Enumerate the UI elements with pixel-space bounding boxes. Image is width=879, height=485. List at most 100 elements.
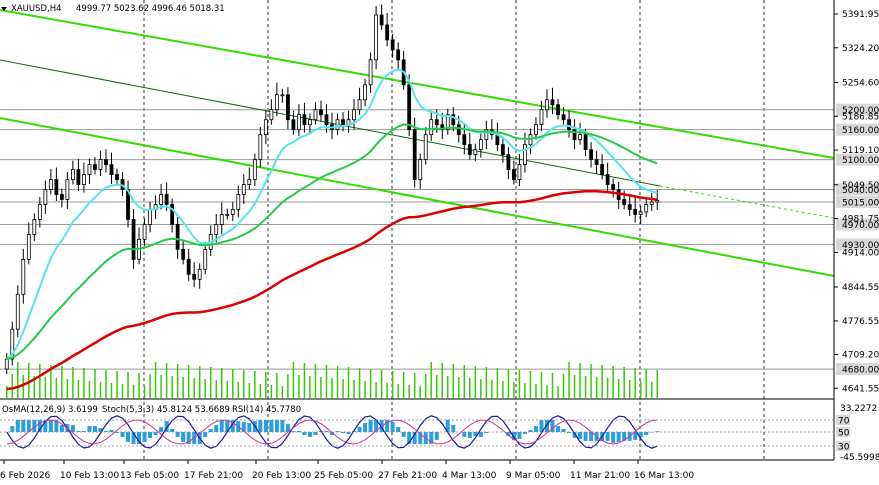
candle-body — [644, 204, 649, 213]
price-tick-label: 4641.55 — [842, 384, 879, 394]
candle-body — [219, 214, 224, 225]
osma-bar — [467, 432, 472, 438]
osma-bar — [578, 432, 583, 439]
candle-body — [71, 169, 75, 180]
osma-bar — [126, 432, 131, 442]
candle-body — [214, 224, 219, 235]
osma-bar — [517, 432, 522, 439]
osma-bar — [32, 419, 37, 432]
osma-bar — [103, 431, 108, 432]
price-tick-label: 4914.00 — [842, 248, 879, 258]
candle-body — [484, 129, 489, 141]
indicator-level-label: 50 — [838, 429, 850, 439]
candle-body — [324, 114, 329, 126]
candle-body — [241, 184, 246, 195]
osma-bar — [170, 429, 175, 432]
candle-body — [230, 209, 235, 215]
candle-body — [638, 211, 643, 215]
osma-label: OsMA(12,26,9) 3.6199 — [2, 405, 98, 415]
candle-body — [98, 159, 103, 170]
candle-body — [561, 114, 566, 121]
candle-body — [175, 224, 180, 250]
price-level-label: 5100.00 — [842, 156, 879, 166]
channel-upper — [0, 9, 835, 159]
channel-middle — [0, 59, 661, 187]
indicator-axis-max: 33.2272 — [840, 404, 877, 414]
candle-body — [280, 94, 285, 97]
candle-body — [319, 109, 323, 116]
candle-body — [462, 134, 467, 146]
osma-bar — [544, 419, 549, 432]
candle-body — [390, 39, 395, 51]
osma-bar — [363, 423, 368, 432]
time-tick-label: 20 Feb 13:00 — [252, 471, 311, 481]
osma-bar — [567, 432, 572, 433]
osma-bar — [87, 426, 92, 432]
candle-body — [159, 194, 164, 205]
osma-bar — [511, 432, 516, 440]
candle-body — [236, 194, 241, 210]
price-level-box — [836, 218, 879, 231]
price-level-box — [836, 153, 879, 166]
time-tick-label: 9 Mar 05:00 — [506, 471, 561, 481]
ema-mid-line — [6, 123, 658, 361]
price-tick-label: 5186.85 — [842, 112, 879, 122]
price-level-box — [836, 195, 879, 208]
osma-bar — [225, 419, 230, 432]
candle-body — [269, 109, 274, 121]
osma-bar — [434, 432, 439, 440]
osma-bar — [522, 432, 527, 434]
candle-body — [131, 219, 136, 260]
candle-body — [104, 159, 108, 165]
indicator-level-box — [836, 415, 850, 425]
osma-bar — [451, 425, 456, 432]
candle-body — [534, 124, 538, 136]
candle-body — [258, 134, 263, 161]
time-tick-label: 16 Mar 13:00 — [634, 471, 694, 481]
rsi-label: RSI(14) 45.7780 — [232, 405, 301, 415]
osma-bar — [48, 419, 53, 432]
osma-bar — [550, 420, 555, 432]
osma-bar — [335, 431, 340, 432]
candle-body — [379, 14, 384, 26]
osma-bar — [181, 432, 186, 442]
osma-bar — [291, 431, 296, 432]
candle-body — [181, 248, 186, 260]
osma-bar — [274, 419, 279, 432]
osma-bar — [324, 431, 329, 432]
candle-body — [357, 99, 362, 111]
candle-body — [368, 59, 373, 86]
candle-body — [26, 234, 31, 260]
price-level-label: 4930.00 — [842, 241, 879, 251]
osma-bar — [357, 427, 362, 432]
symbol-dropdown-icon[interactable] — [1, 7, 7, 11]
candle-body — [567, 119, 571, 131]
price-level-label: 5160.00 — [842, 126, 879, 136]
candle-body — [556, 104, 560, 116]
osma-bar — [230, 420, 235, 432]
time-axis: 6 Feb 2026 10 Feb 13:00 13 Feb 05:00 17 Feb… — [0, 460, 694, 481]
candle-body — [87, 164, 92, 175]
osma-bar — [396, 427, 401, 432]
candle-body — [589, 149, 593, 161]
candle-body — [523, 144, 527, 165]
osma-bar — [390, 422, 395, 432]
price-axis: 5391.95 5324.20 5254.60 5186.85 5119.10 5049.… — [834, 10, 879, 394]
osma-bar — [346, 432, 351, 434]
osma-bar — [148, 432, 153, 438]
candle-body — [583, 134, 588, 151]
time-tick-label: 4 Mar 13:00 — [442, 471, 497, 481]
candle-body — [43, 189, 48, 205]
price-level-box — [836, 103, 879, 116]
osma-bar — [556, 426, 561, 432]
candle-body — [192, 273, 197, 280]
candle-body — [578, 134, 582, 141]
trend-channel — [0, 9, 835, 277]
candle-body — [263, 119, 268, 136]
osma-bar — [633, 432, 638, 440]
osma-bar — [638, 432, 643, 438]
osma-bar — [583, 432, 588, 441]
osma-bar — [137, 432, 142, 445]
candle-body — [545, 99, 549, 111]
price-tick-label: 5254.60 — [842, 78, 879, 88]
